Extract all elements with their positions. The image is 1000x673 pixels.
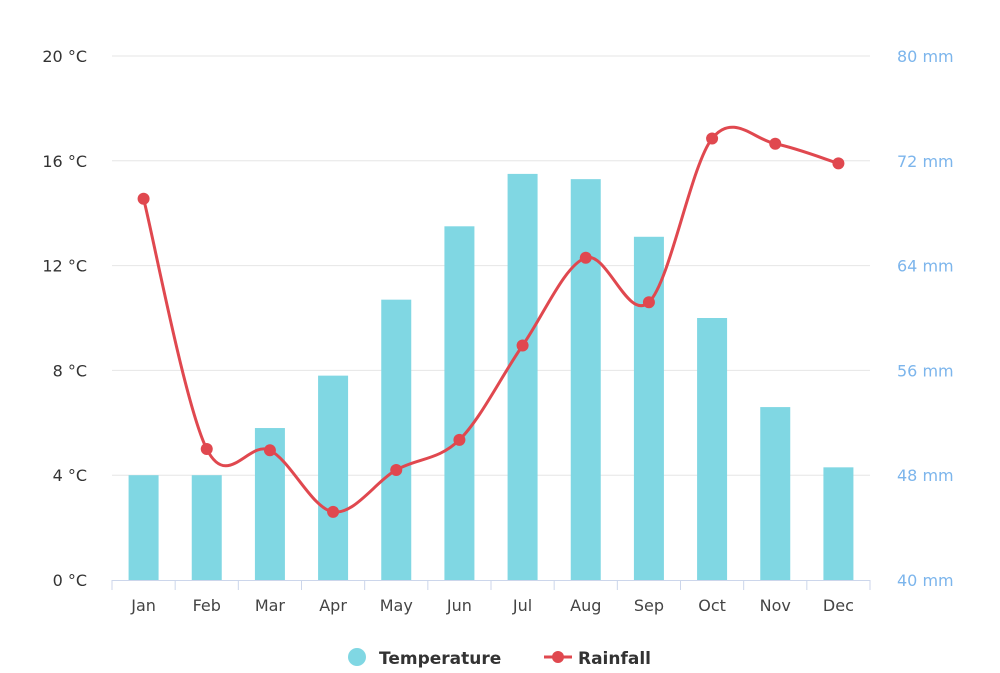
x-axis-tick-label: Oct [698,596,726,615]
x-axis-tick-label: Feb [193,596,221,615]
point-rainfall-jul[interactable] [516,339,529,352]
axis-layer [111,580,871,590]
point-rainfall-jan[interactable] [137,192,150,205]
right-axis-ticks: 40 mm 48 mm 56 mm 64 mm 72 mm 80 mm [897,47,954,590]
right-axis-tick-label: 80 mm [897,47,954,66]
rainfall-line [142,125,839,514]
right-axis-tick-label: 72 mm [897,152,954,171]
legend-item-temperature[interactable]: Temperature [348,648,501,669]
left-axis-tick-label: 12 °C [42,257,87,276]
x-axis-tick-label: Apr [319,596,347,615]
point-rainfall-nov[interactable] [769,137,782,150]
left-axis-tick-label: 16 °C [42,152,87,171]
line-layer [142,125,839,514]
x-axis-tick-label: Nov [760,596,791,615]
x-axis-tick-label: May [380,596,413,615]
legend: Temperature Rainfall [348,648,651,669]
point-rainfall-jun[interactable] [453,433,466,446]
bar-temperature-jun[interactable] [444,226,475,581]
x-axis-ticks: Jan Feb Mar Apr May Jun Jul Aug Sep Oct Nov Dec [130,596,854,615]
bar-temperature-jul[interactable] [507,173,538,580]
points-layer [137,132,845,518]
bar-temperature-aug[interactable] [570,179,601,580]
right-axis-tick-label: 64 mm [897,257,954,276]
x-axis-tick-label: Mar [255,596,286,615]
bar-temperature-apr[interactable] [318,375,349,580]
legend-item-rainfall[interactable]: Rainfall [544,649,651,669]
point-rainfall-apr[interactable] [327,505,340,518]
x-axis-tick-label: Sep [634,596,664,615]
legend-temperature-marker [348,648,366,666]
right-axis-tick-label: 56 mm [897,361,954,380]
point-rainfall-feb[interactable] [200,443,213,455]
bar-temperature-may[interactable] [381,299,412,580]
x-axis-tick-label: Jun [446,596,472,615]
x-axis-tick-label: Jan [130,596,156,615]
point-rainfall-dec[interactable] [832,157,845,170]
bar-temperature-feb[interactable] [191,475,222,580]
point-rainfall-aug[interactable] [579,251,592,264]
bar-temperature-dec[interactable] [823,467,854,580]
point-rainfall-oct[interactable] [706,132,719,145]
bars-layer [128,173,854,581]
point-rainfall-may[interactable] [390,463,403,476]
x-axis-tick-label: Aug [570,596,601,615]
left-axis-tick-label: 0 °C [53,571,87,590]
right-axis-tick-label: 48 mm [897,466,954,485]
bar-temperature-sep[interactable] [633,236,664,580]
left-axis-tick-label: 8 °C [53,361,87,380]
point-rainfall-sep[interactable] [642,296,655,309]
legend-temperature-label: Temperature [379,649,501,669]
x-axis-tick-label: Jul [512,596,532,615]
point-rainfall-mar[interactable] [263,444,276,457]
legend-rainfall-marker [552,651,564,663]
left-axis-tick-label: 4 °C [53,466,87,485]
right-axis-tick-label: 40 mm [897,571,954,590]
bar-temperature-jan[interactable] [128,475,159,580]
bar-temperature-nov[interactable] [760,407,791,580]
left-axis-ticks: 0 °C 4 °C 8 °C 12 °C 16 °C 20 °C [42,47,87,590]
x-axis-tick-label: Dec [823,596,854,615]
bar-temperature-oct[interactable] [697,318,728,580]
left-axis-tick-label: 20 °C [42,47,87,66]
grid-layer [112,55,870,476]
legend-rainfall-label: Rainfall [578,649,651,669]
